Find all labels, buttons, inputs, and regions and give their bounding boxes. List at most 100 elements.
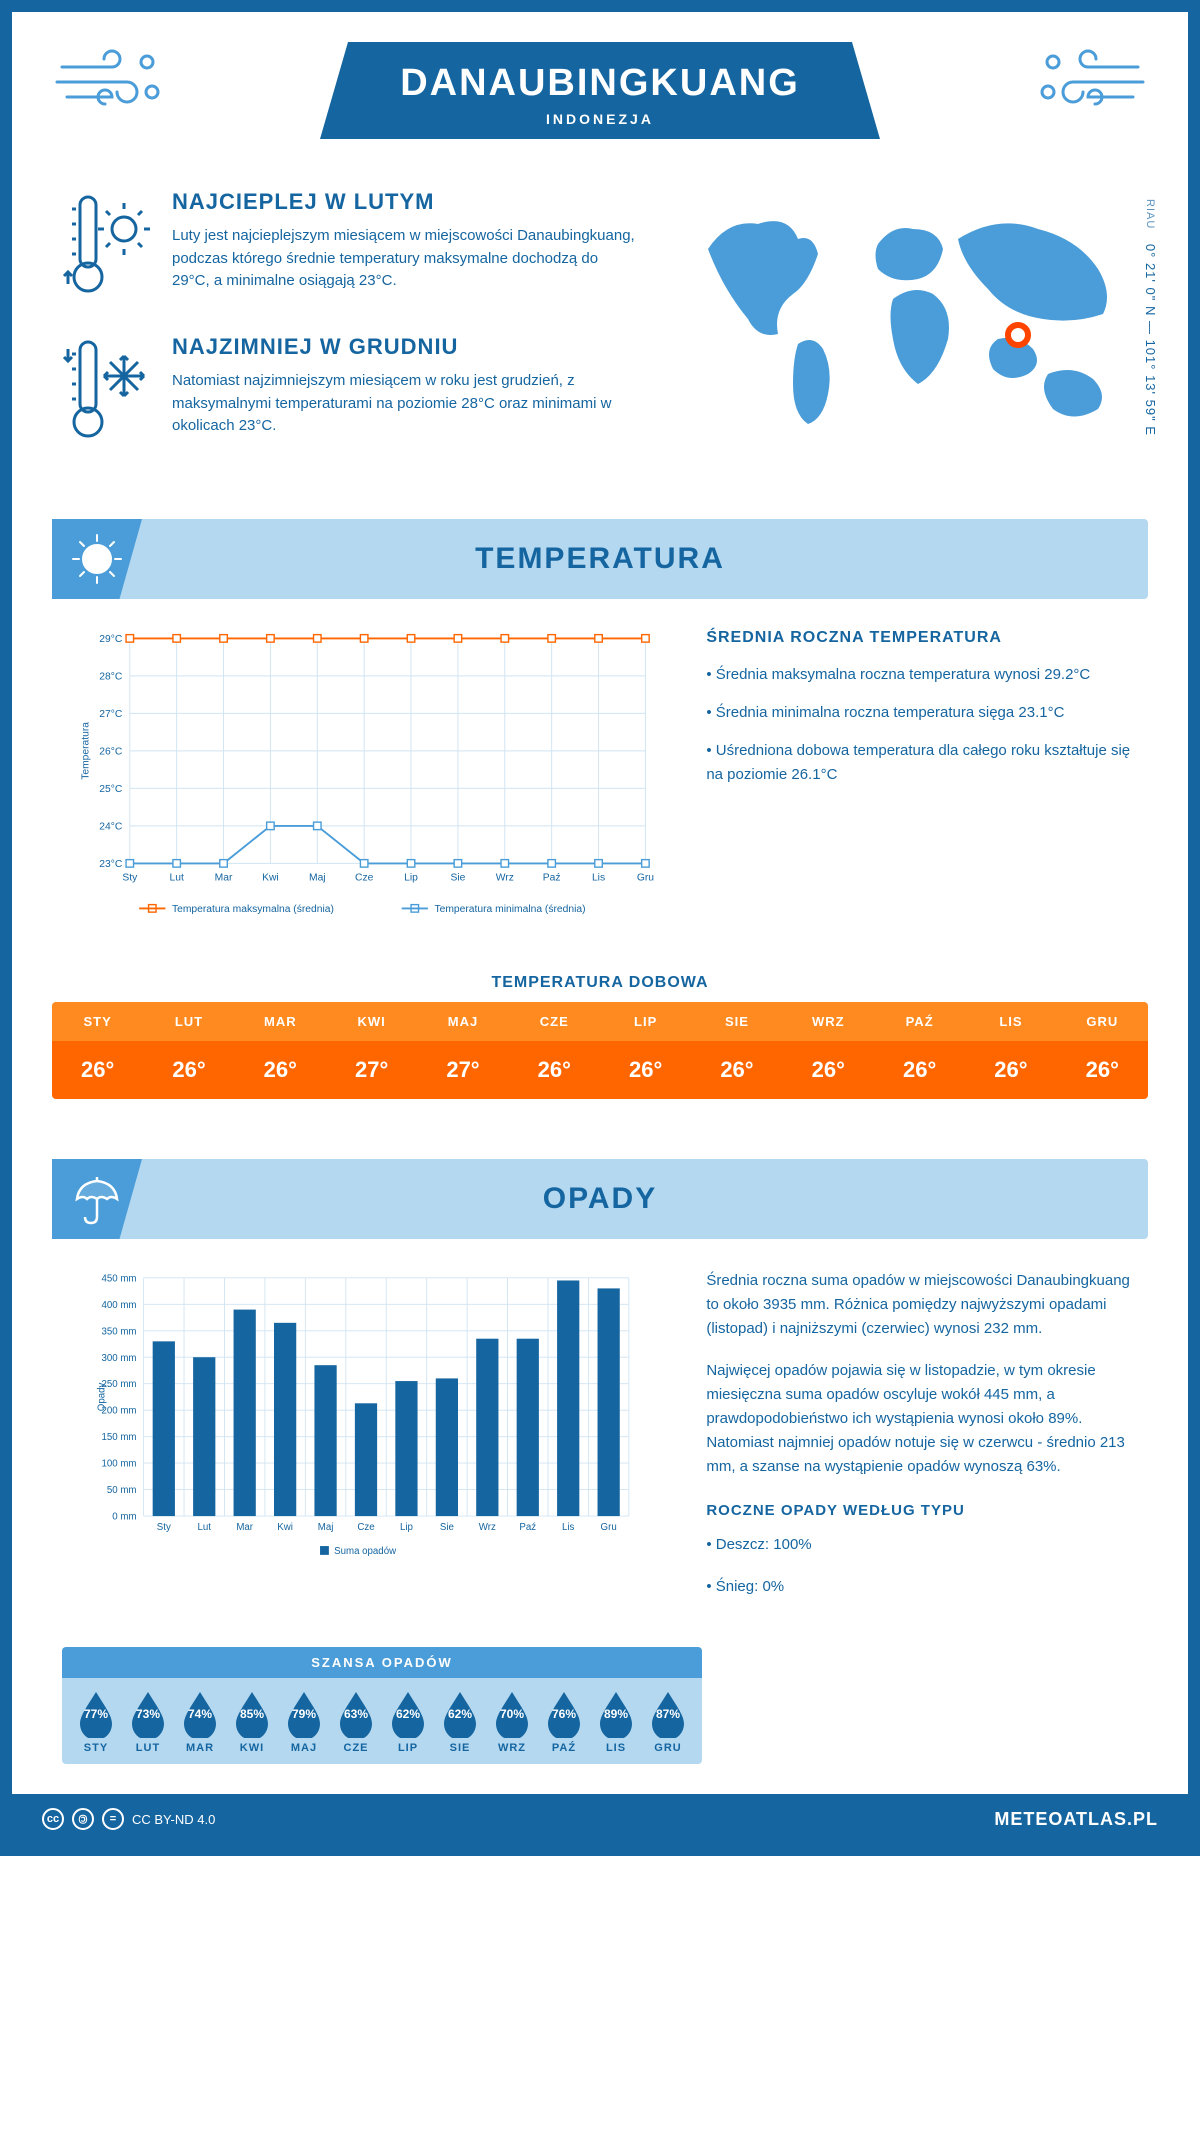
chance-col: 62% LIP — [382, 1690, 434, 1754]
avg-temp-bullet: • Średnia maksymalna roczna temperatura … — [706, 663, 1138, 687]
coordinates-label: RIAU 0° 21' 0" N — 101° 13' 59" E — [1143, 199, 1158, 436]
warmest-text: NAJCIEPLEJ W LUTYM Luty jest najcieplejs… — [172, 189, 638, 304]
daily-value: 27° — [326, 1041, 417, 1099]
chance-value: 85% — [240, 1707, 264, 1721]
svg-text:400 mm: 400 mm — [102, 1300, 137, 1311]
page-container: DANAUBINGKUANG INDONEZJA — [0, 0, 1200, 1856]
daily-col: LIS 26° — [965, 1002, 1056, 1099]
brand-label: METEOATLAS.PL — [994, 1809, 1158, 1830]
chance-body: 77% STY 73% LUT 74% MAR 85% KWI — [62, 1678, 702, 1764]
chance-value: 62% — [448, 1707, 472, 1721]
svg-text:300 mm: 300 mm — [102, 1353, 137, 1364]
svg-text:450 mm: 450 mm — [102, 1273, 137, 1284]
daily-col: PAŹ 26° — [874, 1002, 965, 1099]
warmest-block: NAJCIEPLEJ W LUTYM Luty jest najcieplejs… — [62, 189, 638, 304]
raindrop-icon: 62% — [388, 1690, 428, 1738]
world-map-icon — [678, 189, 1138, 449]
daily-value: 26° — [1057, 1041, 1148, 1099]
daily-col: LIP 26° — [600, 1002, 691, 1099]
svg-text:Sie: Sie — [440, 1522, 454, 1533]
svg-text:Sty: Sty — [122, 872, 138, 883]
thermometer-hot-icon — [62, 189, 152, 304]
daily-month: CZE — [509, 1002, 600, 1041]
daily-col: STY 26° — [52, 1002, 143, 1099]
daily-month: WRZ — [783, 1002, 874, 1041]
svg-text:Temperatura maksymalna (średni: Temperatura maksymalna (średnia) — [172, 904, 334, 915]
svg-text:Suma opadów: Suma opadów — [334, 1546, 397, 1557]
chance-value: 73% — [136, 1707, 160, 1721]
page-subtitle: INDONEZJA — [400, 111, 800, 127]
svg-text:Sty: Sty — [157, 1522, 171, 1533]
daily-value: 26° — [235, 1041, 326, 1099]
chance-col: 76% PAŹ — [538, 1690, 590, 1754]
region-label: RIAU — [1144, 199, 1156, 229]
chance-value: 74% — [188, 1707, 212, 1721]
chance-value: 79% — [292, 1707, 316, 1721]
chance-month: LIS — [590, 1742, 642, 1754]
chance-col: 89% LIS — [590, 1690, 642, 1754]
precip-type-bullet: • Deszcz: 100% — [706, 1533, 1138, 1557]
warmest-body: Luty jest najcieplejszym miesiącem w mie… — [172, 225, 638, 293]
chance-value: 63% — [344, 1707, 368, 1721]
chance-heading: SZANSA OPADÓW — [62, 1647, 702, 1678]
svg-text:23°C: 23°C — [99, 859, 123, 870]
precip-chart: 0 mm50 mm100 mm150 mm200 mm250 mm300 mm3… — [62, 1269, 666, 1617]
svg-text:100 mm: 100 mm — [102, 1459, 137, 1470]
precip-type-bullet: • Śnieg: 0% — [706, 1575, 1138, 1599]
avg-temp-bullet: • Uśredniona dobowa temperatura dla całe… — [706, 739, 1138, 787]
daily-col: LUT 26° — [143, 1002, 234, 1099]
raindrop-icon: 87% — [648, 1690, 688, 1738]
svg-text:Mar: Mar — [215, 872, 233, 883]
svg-text:Cze: Cze — [355, 872, 374, 883]
svg-text:Cze: Cze — [357, 1522, 374, 1533]
daily-col: WRZ 26° — [783, 1002, 874, 1099]
sun-corner-icon — [52, 519, 142, 599]
umbrella-corner-icon — [52, 1159, 142, 1239]
page-title: DANAUBINGKUANG — [400, 62, 800, 105]
daily-month: STY — [52, 1002, 143, 1041]
svg-text:350 mm: 350 mm — [102, 1326, 137, 1337]
warmest-heading: NAJCIEPLEJ W LUTYM — [172, 189, 638, 215]
chance-month: WRZ — [486, 1742, 538, 1754]
daily-month: SIE — [691, 1002, 782, 1041]
chance-month: PAŹ — [538, 1742, 590, 1754]
svg-text:Temperatura minimalna (średnia: Temperatura minimalna (średnia) — [434, 904, 585, 915]
chance-month: LIP — [382, 1742, 434, 1754]
daily-value: 26° — [52, 1041, 143, 1099]
svg-text:27°C: 27°C — [99, 709, 123, 720]
daily-month: LUT — [143, 1002, 234, 1041]
raindrop-icon: 73% — [128, 1690, 168, 1738]
chance-col: 62% SIE — [434, 1690, 486, 1754]
svg-text:25°C: 25°C — [99, 784, 123, 795]
temperature-banner: TEMPERATURA — [52, 519, 1148, 599]
daily-value: 26° — [783, 1041, 874, 1099]
daily-value: 26° — [691, 1041, 782, 1099]
avg-temp-heading: ŚREDNIA ROCZNA TEMPERATURA — [706, 629, 1138, 647]
daily-col: CZE 26° — [509, 1002, 600, 1099]
precip-chance-box: SZANSA OPADÓW 77% STY 73% LUT 74% MAR 85… — [62, 1647, 702, 1764]
avg-temp-bullet: • Średnia minimalna roczna temperatura s… — [706, 701, 1138, 725]
svg-text:Paź: Paź — [519, 1522, 536, 1533]
daily-col: SIE 26° — [691, 1002, 782, 1099]
svg-text:Wrz: Wrz — [496, 872, 514, 883]
precip-banner: OPADY — [52, 1159, 1148, 1239]
temperature-heading: TEMPERATURA — [475, 542, 725, 576]
daily-value: 27° — [417, 1041, 508, 1099]
raindrop-icon: 77% — [76, 1690, 116, 1738]
chance-month: CZE — [330, 1742, 382, 1754]
svg-text:Lis: Lis — [592, 872, 605, 883]
chance-value: 89% — [604, 1707, 628, 1721]
cc-icon: cc — [42, 1808, 64, 1830]
svg-text:24°C: 24°C — [99, 822, 123, 833]
daily-month: GRU — [1057, 1002, 1148, 1041]
precip-info: Średnia roczna suma opadów w miejscowośc… — [706, 1269, 1138, 1617]
coords-value: 0° 21' 0" N — 101° 13' 59" E — [1143, 244, 1158, 436]
svg-text:Sie: Sie — [450, 872, 465, 883]
svg-text:Maj: Maj — [309, 872, 326, 883]
daily-month: MAJ — [417, 1002, 508, 1041]
daily-month: PAŹ — [874, 1002, 965, 1041]
chance-value: 76% — [552, 1707, 576, 1721]
svg-text:Opady: Opady — [97, 1383, 108, 1412]
chance-col: 79% MAJ — [278, 1690, 330, 1754]
footer: cc 🄯 = CC BY-ND 4.0 METEOATLAS.PL — [12, 1794, 1188, 1844]
